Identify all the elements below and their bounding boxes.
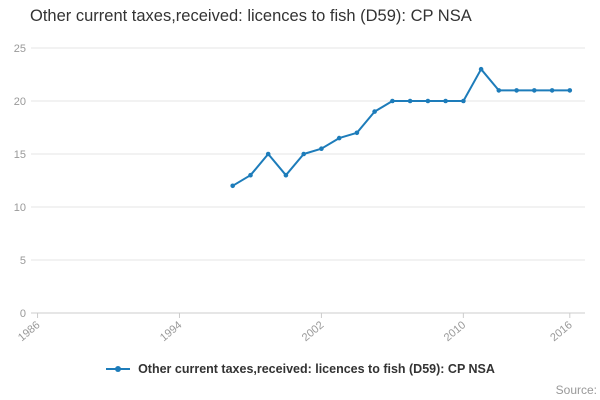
x-tick-label: 1994 bbox=[158, 319, 184, 344]
data-point bbox=[354, 130, 360, 136]
data-point bbox=[390, 98, 395, 104]
legend: Other current taxes,received: licences t… bbox=[0, 362, 600, 376]
legend-label: Other current taxes,received: licences t… bbox=[138, 362, 495, 376]
data-point bbox=[567, 88, 573, 93]
data-point bbox=[265, 151, 271, 157]
y-tick-label: 5 bbox=[20, 255, 26, 267]
chart-title: Other current taxes,received: licences t… bbox=[30, 7, 472, 25]
data-point bbox=[443, 98, 448, 104]
data-point bbox=[425, 98, 431, 104]
data-point bbox=[496, 88, 502, 93]
line-chart: 0 5 10 15 20 25 1986 1994 2002 2010 2016 bbox=[14, 43, 585, 344]
data-point bbox=[478, 66, 484, 72]
source-label: Source: bbox=[555, 383, 597, 397]
x-tick-label: 2010 bbox=[442, 319, 468, 344]
y-tick-label: 10 bbox=[14, 202, 26, 214]
data-point bbox=[461, 98, 466, 104]
y-tick-label: 25 bbox=[14, 43, 26, 55]
series-line bbox=[231, 68, 571, 187]
data-point bbox=[549, 88, 555, 93]
y-tick-label: 0 bbox=[20, 308, 26, 320]
legend-line-marker-icon bbox=[106, 366, 131, 372]
data-point bbox=[301, 151, 307, 157]
x-tick-label: 2002 bbox=[300, 319, 326, 344]
data-point bbox=[532, 88, 537, 93]
legend-item-series[interactable]: Other current taxes,received: licences t… bbox=[105, 362, 495, 376]
x-tick-label: 2016 bbox=[548, 319, 574, 344]
data-point bbox=[336, 135, 342, 141]
data-point bbox=[372, 109, 377, 114]
x-tick-label: 1986 bbox=[16, 319, 42, 344]
data-point bbox=[514, 88, 519, 93]
data-point bbox=[319, 146, 324, 151]
data-point bbox=[283, 172, 289, 178]
data-point bbox=[248, 172, 253, 178]
y-tick-label: 20 bbox=[14, 96, 26, 108]
data-point bbox=[230, 183, 235, 189]
y-tick-label: 15 bbox=[14, 149, 26, 161]
data-point bbox=[407, 98, 413, 104]
